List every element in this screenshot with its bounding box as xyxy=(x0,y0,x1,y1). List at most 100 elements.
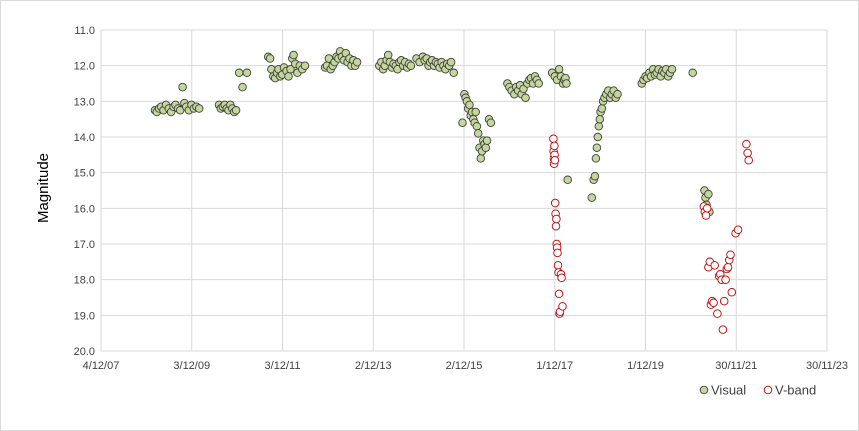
vband-point xyxy=(726,250,735,259)
x-tick-label: 4/12/07 xyxy=(83,360,120,372)
x-tick-label: 30/11/21 xyxy=(715,360,757,372)
vband-point xyxy=(727,287,737,297)
legend-marker-vband xyxy=(763,385,773,395)
vband-point xyxy=(709,298,718,308)
visual-point xyxy=(597,104,607,113)
visual-point xyxy=(406,61,416,70)
visual-point xyxy=(383,50,393,60)
series-visual xyxy=(150,47,714,217)
visual-point xyxy=(562,79,571,88)
vband-point xyxy=(558,302,567,311)
x-tick-label: 2/12/15 xyxy=(446,360,483,372)
y-tick-label: 20.0 xyxy=(74,346,95,358)
vband-point xyxy=(702,204,712,213)
visual-point xyxy=(613,89,622,99)
gridlines xyxy=(100,29,828,352)
vband-point xyxy=(551,221,561,231)
x-tick-label: 3/12/09 xyxy=(173,360,210,372)
visual-point xyxy=(481,143,491,152)
visual-point xyxy=(591,154,601,163)
legend-label-vband: V-band xyxy=(775,383,816,398)
visual-point xyxy=(265,54,275,63)
visual-point xyxy=(554,64,564,74)
vband-point xyxy=(719,296,729,306)
visual-point xyxy=(194,104,204,113)
vband-point xyxy=(557,273,566,283)
visual-point xyxy=(563,175,572,185)
vband-point xyxy=(721,275,730,284)
visual-point xyxy=(175,106,185,115)
visual-point xyxy=(473,129,483,138)
vband-point xyxy=(733,225,743,234)
y-tick-label: 16.0 xyxy=(74,203,95,215)
visual-point xyxy=(286,64,295,74)
vband-point xyxy=(550,155,560,165)
visual-point xyxy=(587,193,597,202)
visual-point xyxy=(594,122,604,131)
vband-point xyxy=(718,325,728,334)
vband-point xyxy=(723,262,733,272)
vband-point xyxy=(744,155,753,165)
vband-point xyxy=(553,261,563,270)
visual-point xyxy=(300,61,310,70)
series-vband xyxy=(549,134,753,334)
visual-point xyxy=(521,93,530,103)
visual-point xyxy=(688,68,697,78)
visual-point xyxy=(231,106,241,115)
y-tick-label: 17.0 xyxy=(74,239,95,251)
visual-point xyxy=(486,118,496,127)
visual-point xyxy=(352,57,362,67)
y-tick-label: 13.0 xyxy=(74,96,95,108)
visual-point xyxy=(595,114,605,124)
visual-point xyxy=(592,143,602,152)
y-tick-label: 15.0 xyxy=(74,168,95,180)
vband-point xyxy=(743,148,752,158)
vband-point xyxy=(554,289,564,299)
visual-point xyxy=(667,64,677,74)
vband-point xyxy=(549,134,558,144)
x-tick-label: 1/12/19 xyxy=(627,360,664,372)
visual-point xyxy=(242,68,252,78)
y-tick-label: 19.0 xyxy=(74,310,95,322)
y-tick-label: 18.0 xyxy=(74,275,95,287)
vband-point xyxy=(553,248,562,258)
x-tick-label: 3/12/11 xyxy=(265,360,301,372)
visual-point xyxy=(472,122,482,131)
x-tick-label: 2/12/13 xyxy=(355,360,392,372)
vband-point xyxy=(550,141,559,151)
legend-label-visual: Visual xyxy=(711,383,746,398)
x-tick-label: 30/11/23 xyxy=(806,360,848,372)
visual-point xyxy=(284,72,293,81)
vband-point xyxy=(710,261,719,270)
vband-point xyxy=(701,211,711,220)
visual-point xyxy=(534,79,543,88)
visual-point xyxy=(593,132,603,142)
y-tick-label: 14.0 xyxy=(74,132,95,144)
visual-point xyxy=(482,136,492,145)
visual-point xyxy=(449,68,458,78)
legend-marker-visual xyxy=(699,385,709,395)
visual-point xyxy=(289,50,298,60)
vband-point xyxy=(552,214,561,224)
data-points xyxy=(150,47,753,334)
vband-point xyxy=(742,139,751,149)
y-axis-label: Magnitude xyxy=(35,153,52,223)
visual-point xyxy=(471,107,480,117)
visual-point xyxy=(234,68,244,78)
y-tick-label: 12.0 xyxy=(74,61,95,73)
visual-point xyxy=(178,82,187,92)
visual-point xyxy=(446,57,456,67)
visual-point xyxy=(590,171,600,181)
y-tick-labels: 11.0 12.0 13.0 14.0 15.0 16.0 17.0 18.0 19.0 20.0 xyxy=(74,25,95,358)
visual-point xyxy=(238,82,247,92)
visual-point xyxy=(704,189,713,199)
visual-point xyxy=(458,118,467,127)
legend: Visual V-band xyxy=(699,383,816,398)
y-tick-label: 11.0 xyxy=(74,25,95,37)
visual-point xyxy=(465,100,474,110)
x-tick-labels: 4/12/07 3/12/09 3/12/11 2/12/13 2/12/15 1/12/… xyxy=(83,360,848,372)
x-tick-label: 1/12/17 xyxy=(536,360,573,372)
vband-point xyxy=(713,309,722,318)
